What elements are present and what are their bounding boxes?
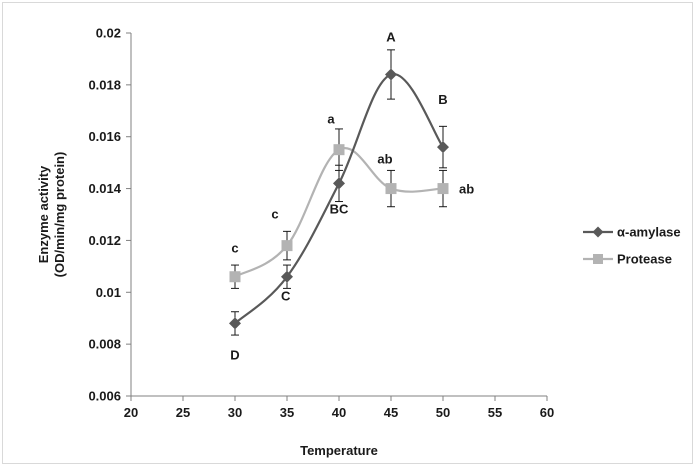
legend-label-amylase: α-amylase — [617, 225, 681, 240]
legend: α-amylase Protease — [583, 225, 681, 267]
chart-frame — [2, 2, 693, 464]
y-axis-title-line2: (OD/min/mg protein) — [52, 152, 67, 278]
y-tick-label: 0.02 — [96, 26, 121, 41]
y-axis-title-line1: Enzyme activity — [36, 165, 51, 263]
x-tick-label: 40 — [332, 405, 346, 420]
y-tick-label: 0.008 — [88, 337, 121, 352]
x-tick-label: 25 — [176, 405, 190, 420]
data-point-diamond — [333, 177, 345, 190]
legend-marker-square — [593, 254, 603, 264]
y-tick-label: 0.018 — [88, 77, 121, 92]
legend-label-protease: Protease — [617, 252, 672, 267]
x-tick-label: 60 — [540, 405, 554, 420]
significance-letter-amylase: B — [438, 92, 447, 107]
axes: 0.006 0.008 0.01 0.012 0.014 0.016 0.018 0.02 20… — [36, 26, 554, 459]
data-point-diamond — [229, 317, 241, 330]
significance-letter-amylase: D — [230, 347, 239, 362]
x-tick-label: 45 — [384, 405, 398, 420]
data-point-square — [229, 271, 241, 283]
x-tick-label: 30 — [228, 405, 242, 420]
data-point-square — [333, 144, 345, 156]
series-amylase — [229, 49, 449, 336]
x-tick-label: 50 — [436, 405, 450, 420]
significance-letter-protease: c — [271, 207, 278, 222]
y-tick-label: 0.016 — [88, 129, 121, 144]
x-axis-title: Temperature — [300, 443, 378, 458]
y-tick-label: 0.014 — [88, 181, 121, 196]
y-tick-label: 0.01 — [96, 285, 121, 300]
significance-letter-protease: c — [231, 241, 238, 256]
significance-letter-amylase: BC — [330, 201, 349, 216]
data-point-diamond — [281, 270, 293, 283]
data-point-square — [281, 240, 293, 252]
significance-letter-protease: ab — [459, 182, 474, 197]
significance-letter-protease: ab — [377, 152, 392, 167]
data-point-diamond — [437, 141, 449, 154]
significance-letter-protease: a — [327, 112, 335, 127]
x-tick-label: 35 — [280, 405, 294, 420]
data-point-diamond — [385, 68, 397, 81]
y-tick-label: 0.006 — [88, 389, 121, 404]
data-point-square — [385, 183, 397, 195]
significance-letters: D C BC A Bc c a ab ab — [230, 29, 474, 362]
data-point-square — [437, 183, 449, 195]
series-layer — [229, 49, 449, 336]
significance-letter-amylase: A — [386, 29, 396, 44]
significance-letter-amylase: C — [281, 289, 291, 304]
x-tick-label: 55 — [488, 405, 502, 420]
series-protease — [229, 128, 449, 289]
x-tick-label: 20 — [124, 405, 138, 420]
series-line-amylase — [234, 73, 444, 325]
legend-marker-diamond — [592, 226, 604, 238]
y-tick-label: 0.012 — [88, 233, 121, 248]
